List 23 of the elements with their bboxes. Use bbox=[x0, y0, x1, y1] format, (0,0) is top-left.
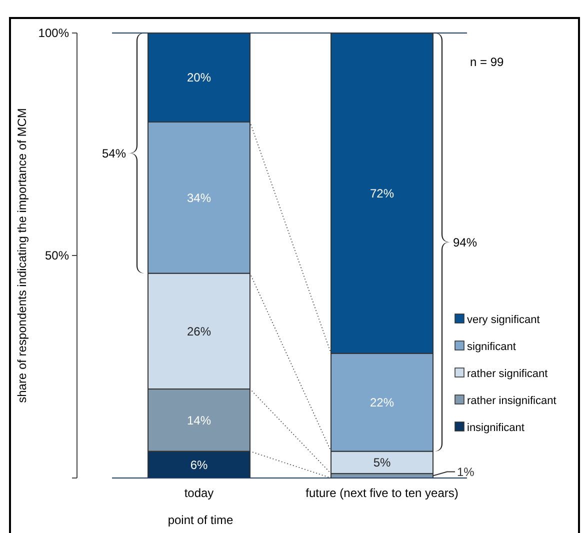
data-label: 22% bbox=[370, 396, 394, 410]
data-label: 14% bbox=[186, 413, 212, 428]
legend-label: significant bbox=[467, 340, 516, 353]
annotation: 54% bbox=[102, 146, 126, 160]
annotation: 94% bbox=[453, 235, 478, 250]
data-label: 26% bbox=[186, 324, 212, 338]
data-label: 72% bbox=[370, 186, 394, 200]
data-label: 5% bbox=[373, 456, 391, 470]
y-tick-label: 100% bbox=[38, 26, 70, 40]
text: n = 99 bbox=[470, 55, 504, 69]
y-axis-title: share of respondents indicating the importance of MCM bbox=[15, 108, 29, 403]
x-tick-label: today bbox=[184, 486, 214, 500]
x-tick-label: future (next five to ten years) bbox=[306, 486, 458, 500]
data-label: 6% bbox=[190, 458, 208, 472]
data-label: 1% bbox=[457, 464, 475, 479]
x-axis-title: point of time bbox=[168, 513, 234, 527]
legend-label: insignificant bbox=[467, 422, 524, 434]
data-label: 34% bbox=[186, 190, 212, 205]
data-label: 20% bbox=[186, 70, 212, 85]
legend-label: rather significant bbox=[467, 368, 548, 380]
legend-label: very significant bbox=[467, 314, 540, 326]
legend-label: rather insignificant bbox=[467, 394, 556, 407]
y-tick-label: 50% bbox=[44, 248, 70, 263]
